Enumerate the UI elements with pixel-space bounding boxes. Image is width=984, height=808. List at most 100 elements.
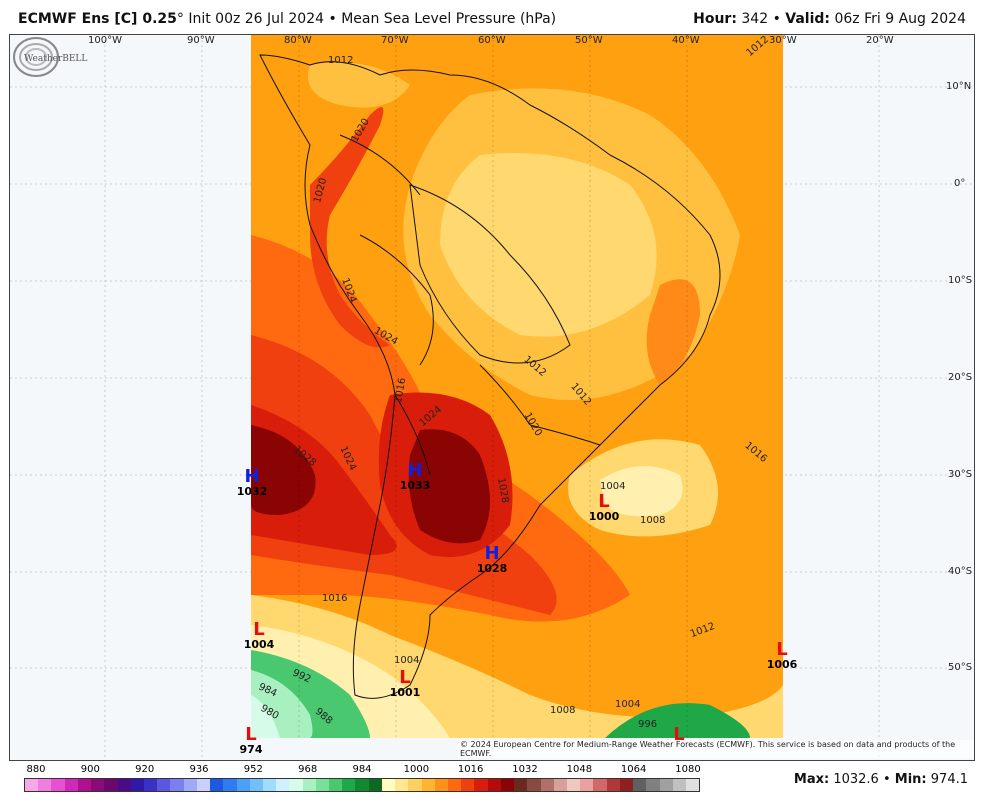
max-value: 1032.6 (833, 772, 879, 787)
pressure-value: 974 (239, 743, 263, 756)
colorbar-swatch (368, 779, 382, 791)
contour-label: 1004 (394, 655, 420, 666)
colorbar-swatch (381, 779, 396, 791)
lon-label-40w: 40°W (672, 35, 700, 46)
colorbar-swatch (236, 779, 250, 791)
pressure-center-low: L 1000 (584, 493, 624, 523)
lat-label-50s: 50°S (948, 662, 973, 673)
colorbar-swatch (130, 779, 144, 791)
colorbar-swatch (276, 779, 290, 791)
high-symbol: H (407, 460, 423, 481)
colorbar-swatch (659, 779, 673, 791)
colorbar-swatch (553, 779, 567, 791)
colorbar-swatch (183, 779, 197, 791)
lat-label-10s: 10°S (948, 275, 973, 286)
colorbar-swatch (461, 779, 475, 791)
pressure-center-low: L 1006 (762, 641, 802, 671)
colorbar-swatch (342, 779, 356, 791)
pressure-value: 1033 (399, 479, 431, 492)
contour-label: 1016 (322, 593, 348, 604)
colorbar-swatch (633, 779, 647, 791)
colorbar-swatch (646, 779, 660, 791)
colorbar-swatch (289, 779, 303, 791)
contour-label: 1008 (550, 705, 576, 716)
min-max-stats: Max: 1032.6 • Min: 974.1 (794, 772, 968, 787)
pressure-center-high: H 1033 (395, 462, 435, 492)
colorbar-label: 1064 (620, 764, 647, 775)
lon-label-20w: 20°W (866, 35, 894, 46)
colorbar-swatch (593, 779, 607, 791)
pressure-center-low: L (659, 726, 699, 744)
lon-label-30w: 30°W (769, 35, 797, 46)
hour-value: 342 (741, 11, 769, 27)
contour-label: 1004 (615, 699, 641, 710)
colorbar-label: 920 (135, 764, 155, 775)
colorbar-swatch (606, 779, 620, 791)
valid-bullet: • (772, 11, 781, 27)
header-title: ECMWF Ens [C] 0.25° Init 00z 26 Jul 2024… (18, 11, 556, 27)
colorbar-swatch (500, 779, 515, 791)
pressure-center-low: L 1004 (239, 621, 279, 651)
lon-label-70w: 70°W (381, 35, 409, 46)
low-symbol: L (399, 667, 411, 688)
colorbar (24, 778, 700, 792)
colorbar-label: 900 (80, 764, 100, 775)
colorbar-swatch (91, 779, 105, 791)
pressure-zone-1032 (251, 425, 316, 515)
hour-label: Hour: (693, 11, 737, 27)
pressure-center-low: L 1001 (385, 669, 425, 699)
lat-label-10n: 10°N (946, 81, 972, 92)
colorbar-swatch (117, 779, 131, 791)
stats-bullet: • (882, 772, 891, 787)
colorbar-swatch (329, 779, 343, 791)
valid-value: 06z Fri 9 Aug 2024 (834, 11, 966, 27)
colorbar-swatch (474, 779, 488, 791)
colorbar-label: 1032 (512, 764, 538, 775)
contour-label: 1012 (328, 55, 354, 66)
colorbar-swatch (38, 779, 52, 791)
pressure-center-high: H 1032 (232, 468, 272, 498)
model-name: ECMWF Ens [C] 0.25 (18, 11, 177, 27)
colorbar-labels: 880 900 920 936 952 968 984 1000 1016 1032 1048 106… (24, 764, 700, 776)
colorbar-swatch (566, 779, 581, 791)
lat-label-30s: 30°S (948, 469, 973, 480)
colorbar-swatch (157, 779, 171, 791)
graticule-inner (298, 35, 688, 738)
colorbar-swatch (580, 779, 594, 791)
colorbar-swatch (395, 779, 409, 791)
colorbar-swatch (421, 779, 435, 791)
colorbar-label: 880 (26, 764, 46, 775)
colorbar-label: 984 (352, 764, 372, 775)
pressure-value: 1004 (243, 638, 275, 651)
degree-sign: ° (176, 11, 184, 27)
header-valid: Hour: 342 • Valid: 06z Fri 9 Aug 2024 (693, 11, 966, 27)
colorbar-swatch (104, 779, 118, 791)
colorbar-swatch (302, 779, 316, 791)
lat-label-20s: 20°S (948, 372, 973, 383)
pressure-zone-atlantic-1004 (600, 466, 683, 517)
lon-label-90w: 90°W (187, 35, 215, 46)
colorbar-swatch (355, 779, 369, 791)
colorbar-swatch (249, 779, 263, 791)
max-label: Max: (793, 772, 830, 787)
pressure-value: 1028 (476, 562, 508, 575)
colorbar-swatch (25, 779, 39, 791)
min-value: 974.1 (930, 772, 968, 787)
pressure-center-low: L 974 (231, 726, 271, 756)
lon-label-60w: 60°W (478, 35, 506, 46)
colorbar-label: 936 (189, 764, 209, 775)
lat-label-0: 0° (954, 178, 966, 189)
pressure-zone-coastal (646, 279, 700, 385)
colorbar-swatch (685, 779, 700, 791)
contour-label: 996 (638, 719, 658, 730)
pressure-zone-south-atlantic (605, 703, 750, 738)
min-label: Min: (894, 772, 927, 787)
pressure-value: 1001 (389, 686, 421, 699)
header-bullet: • (328, 11, 337, 27)
colorbar-label: 1080 (675, 764, 701, 775)
colorbar-swatch (143, 779, 158, 791)
colorbar-swatch (540, 779, 554, 791)
pressure-zone-1032-east (408, 429, 490, 544)
map-panel[interactable]: 100°W 90°W 80°W 70°W 60°W 50°W 40°W 30°W… (9, 34, 975, 761)
colorbar-swatch (434, 779, 448, 791)
